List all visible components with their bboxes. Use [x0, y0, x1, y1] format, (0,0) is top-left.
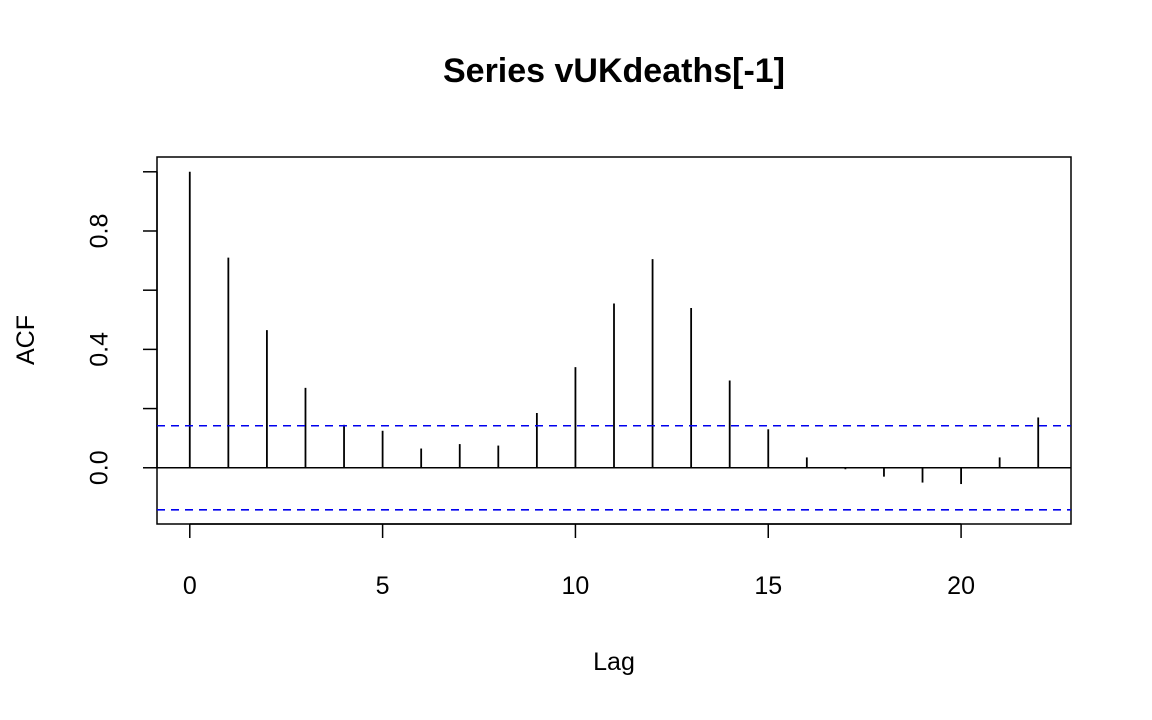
acf-bars — [188, 171, 1040, 485]
x-tick-label: 15 — [754, 572, 782, 600]
y-axis: 0.0 0.4 0.8 — [86, 171, 158, 485]
chart-title: Series vUKdeaths[-1] — [443, 52, 785, 90]
x-tick-label: 0 — [183, 572, 197, 600]
x-tick-label: 10 — [562, 572, 590, 600]
y-tick-label: 0.8 — [86, 214, 114, 249]
y-axis-label: ACF — [12, 315, 40, 365]
x-tick-label: 20 — [947, 572, 975, 600]
y-tick-label: 0.0 — [86, 450, 114, 485]
y-tick-label: 0.4 — [86, 332, 114, 367]
x-tick-label: 5 — [376, 572, 390, 600]
x-axis: 0 5 10 15 20 — [183, 523, 975, 600]
x-axis-label: Lag — [593, 648, 635, 676]
